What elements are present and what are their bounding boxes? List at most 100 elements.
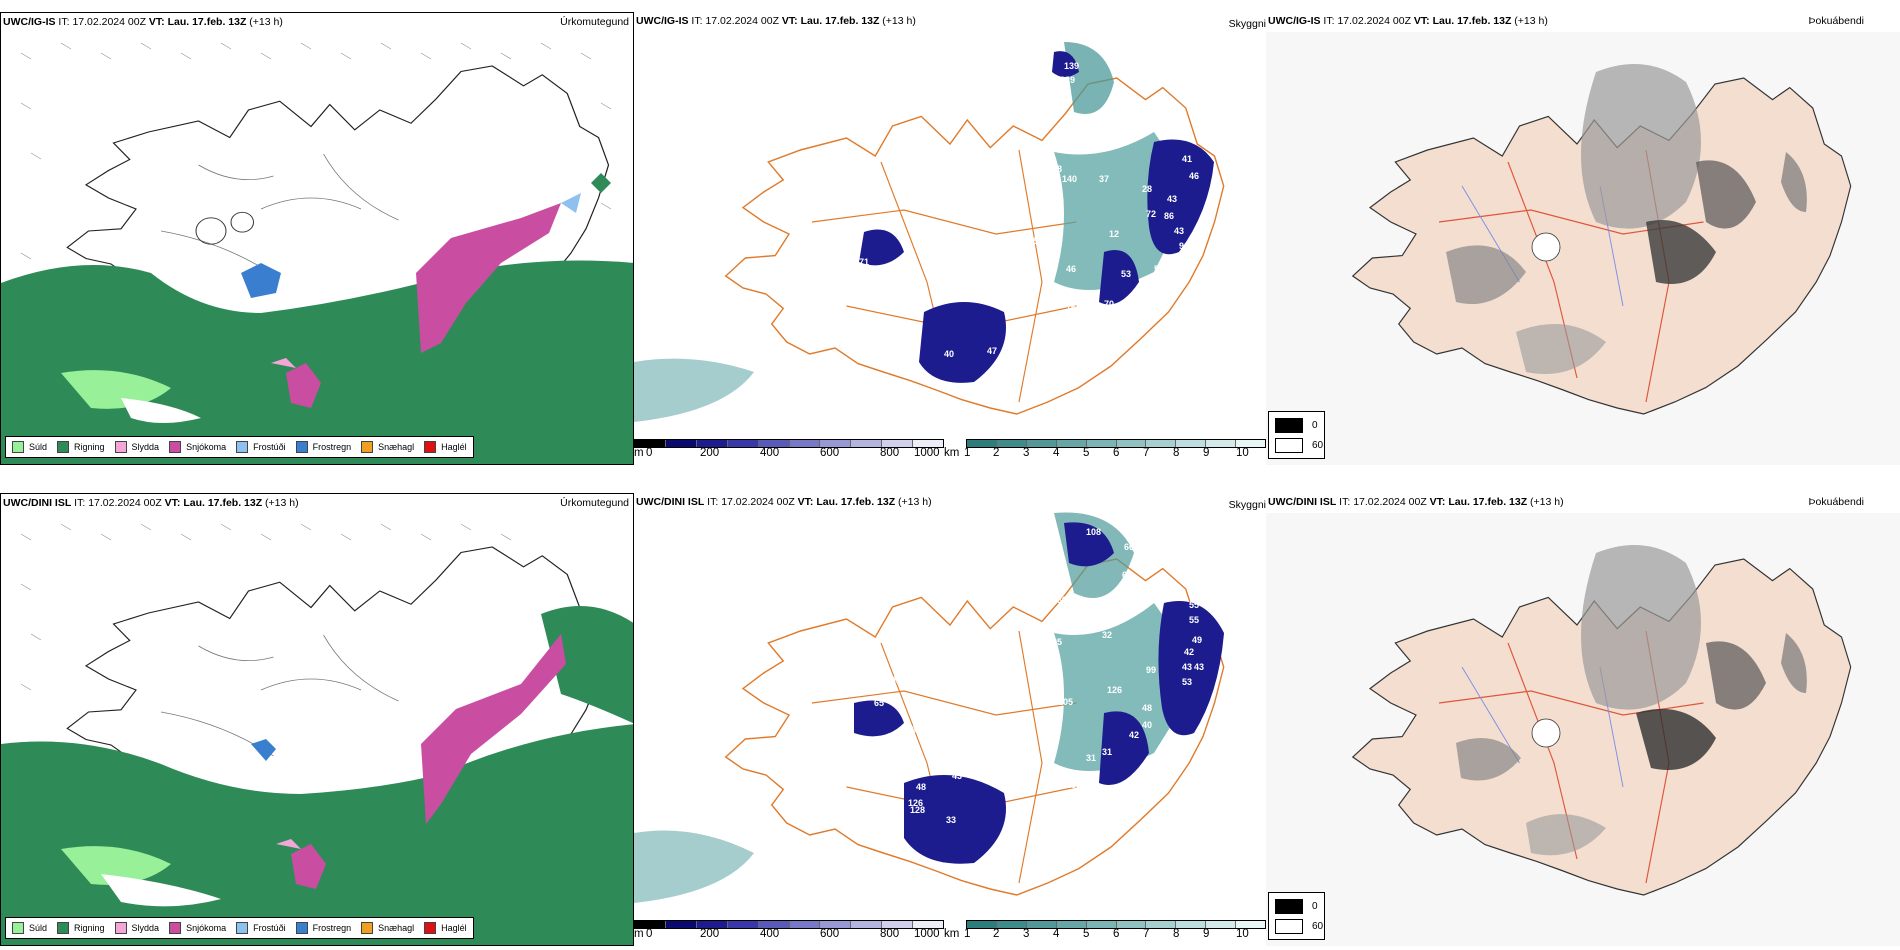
ceiling-label: 51 — [837, 272, 847, 282]
ceiling-label: 33 — [946, 815, 956, 825]
precip-legend: Súld Rigning Slydda Snjókoma Frostúði Fr… — [5, 436, 474, 458]
ceiling-label: 53 — [1121, 269, 1131, 279]
panel-title: UWC/DINI ISL IT: 17.02.2024 00Z VT: Lau.… — [3, 497, 299, 509]
ceiling-label: 49 — [1192, 635, 1202, 645]
ceiling-label: 71 — [859, 257, 869, 267]
ceiling-label: 150 — [906, 725, 921, 735]
ceiling-label: 43 — [1174, 226, 1184, 236]
fog-legend-max: 60 — [1312, 440, 1324, 451]
ceiling-label: 89 — [1062, 615, 1072, 625]
ceiling-label: 7 — [1142, 555, 1147, 565]
panel-title: UWC/DINI ISL IT: 17.02.2024 00Z VT: Lau.… — [636, 496, 932, 508]
vis-tick: 8 — [1173, 447, 1180, 459]
ceiling-unit: m — [634, 928, 644, 940]
snow-area-east — [421, 634, 566, 824]
ceiling-label: 40 — [1142, 720, 1152, 730]
ceiling-label: 71 — [1027, 655, 1037, 665]
ceiling-label: 23 — [1066, 780, 1076, 790]
ceiling-tick: 800 — [880, 928, 900, 940]
ceiling-label: 96 — [1179, 241, 1189, 251]
ceiling-label: 48 — [1142, 703, 1152, 713]
vis-tick: 1 — [964, 447, 971, 459]
legend-item: Súld — [12, 441, 47, 453]
ceiling-label: 41 — [1182, 154, 1192, 164]
ceiling-tick: 1000 — [914, 928, 940, 940]
ceiling-label: 95 — [1052, 637, 1062, 647]
ceiling-label: 12 — [1109, 229, 1119, 239]
fog-legend: 0 60 — [1268, 411, 1325, 459]
ceiling-label: 72 — [1146, 209, 1156, 219]
vis-tick: 10 — [1236, 928, 1249, 940]
ceiling-visibility-panel-bottom: UWC/DINI ISL IT: 17.02.2024 00Z VT: Lau.… — [634, 493, 1266, 946]
colorbars: m 0 200 400 600 800 1000 km 1 2 3 4 5 6 … — [634, 920, 1266, 946]
fog-legend-min: 0 — [1312, 901, 1318, 912]
legend-item: Snjókoma — [169, 922, 226, 934]
fog-indicator-panel-top: UWC/IG-IS IT: 17.02.2024 00Z VT: Lau. 17… — [1266, 12, 1900, 465]
vis-tick: 5 — [1083, 447, 1090, 459]
vis-tick: 2 — [993, 447, 1000, 459]
ceiling-label: 42 — [909, 364, 919, 374]
ceiling-label: 46 — [1189, 171, 1199, 181]
visibility-unit: km — [944, 928, 960, 940]
ceiling-tick: 0 — [646, 928, 653, 940]
precip-map — [1, 523, 633, 945]
panel-label: Úrkomutegund — [560, 497, 629, 509]
legend-item: Snæhagl — [361, 441, 414, 453]
ceiling-label: 126 — [1107, 685, 1122, 695]
vis-tick: 5 — [1083, 928, 1090, 940]
panel-label: Úrkomutegund — [560, 16, 629, 28]
ceiling-tick: 600 — [820, 928, 840, 940]
ceiling-label: 51 — [844, 246, 854, 256]
fog-legend-min: 0 — [1312, 420, 1318, 431]
precip-legend: Súld Rigning Slydda Snjókoma Frostúði Fr… — [5, 917, 474, 939]
vis-tick: 8 — [1173, 928, 1180, 940]
ceiling-label: 55 — [1154, 264, 1164, 274]
legend-item: Slydda — [114, 441, 159, 453]
ceiling-label: 43 — [952, 771, 962, 781]
vis-tick: 4 — [1053, 928, 1060, 940]
legend-item: Frostregn — [295, 441, 351, 453]
ceiling-label: 128 — [910, 805, 925, 815]
ceiling-label: 76 — [976, 771, 986, 781]
ceiling-label: 60 — [1054, 196, 1064, 206]
vis-tick: 6 — [1113, 447, 1120, 459]
ceiling-label: 70 — [1104, 299, 1114, 309]
ceiling-label: 28 — [1142, 184, 1152, 194]
panel-label: Þokuábendi — [1808, 496, 1864, 508]
ceiling-label: 43 — [1194, 662, 1204, 672]
panel-label: Skyggni — [1228, 18, 1266, 30]
ceiling-tick: 400 — [760, 447, 780, 459]
ceiling-label: 86 — [1164, 211, 1174, 221]
ceiling-tick: 800 — [880, 447, 900, 459]
ceiling-label: 31 — [1102, 747, 1112, 757]
legend-item: Haglél — [424, 441, 467, 453]
ceiling-label: 65 — [874, 698, 884, 708]
low-ceiling-south — [919, 302, 1006, 383]
ceiling-label: 55 — [906, 384, 916, 394]
vis-tick: 7 — [1143, 447, 1150, 459]
vis-tick: 3 — [1023, 928, 1030, 940]
visibility-unit: km — [944, 447, 960, 459]
vis-tick: 2 — [993, 928, 1000, 940]
ceiling-map: 108 66 7 66 50 55 55 49 42 43 43 53 139 … — [634, 512, 1225, 903]
ceiling-label: 48 — [916, 782, 926, 792]
ceiling-label: 05 — [1028, 236, 1038, 246]
ceiling-tick: 200 — [700, 928, 720, 940]
vis-tick: 9 — [1203, 447, 1210, 459]
panel-title: UWC/IG-IS IT: 17.02.2024 00Z VT: Lau. 17… — [1268, 15, 1548, 27]
vis-tick: 1 — [964, 928, 971, 940]
ceiling-label: 40 — [944, 349, 954, 359]
fog-legend-max: 60 — [1312, 921, 1324, 932]
ceiling-label: 99 — [1146, 665, 1156, 675]
vis-tick: 7 — [1143, 928, 1150, 940]
ceiling-label: 31 — [1086, 753, 1096, 763]
ceiling-label: 32 — [1102, 630, 1112, 640]
panel-title: UWC/IG-IS IT: 17.02.2024 00Z VT: Lau. 17… — [636, 15, 916, 27]
legend-item: Snjókoma — [169, 441, 226, 453]
ceiling-label: 139 — [1064, 61, 1079, 71]
visibility-colorbar — [966, 439, 1266, 448]
ceiling-label: 55 — [1189, 615, 1199, 625]
ceiling-colorbar — [634, 439, 944, 448]
precip-map — [1, 42, 633, 464]
low-ceiling-south — [904, 775, 1006, 864]
